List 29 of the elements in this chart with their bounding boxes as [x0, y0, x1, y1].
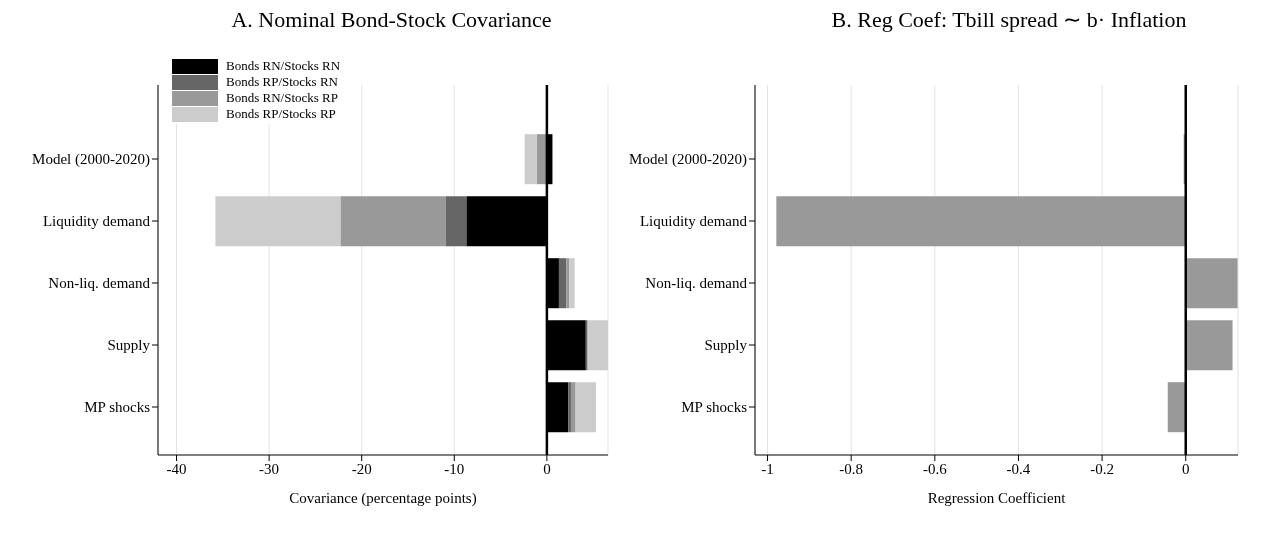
- x-tick-label: -1: [761, 460, 774, 477]
- y-tick-label: Model (2000-2020): [629, 151, 747, 169]
- x-tick-label: -0.8: [839, 460, 864, 477]
- y-tick-label: Non-liq. demand: [645, 275, 748, 292]
- y-tick-label: Supply: [704, 337, 748, 354]
- y-tick-label: Liquidity demand: [42, 213, 151, 230]
- y-tick-label: Model (2000-2020): [32, 151, 150, 169]
- legend-label: Bonds RP/Stocks RN: [226, 74, 338, 90]
- y-tick-label: Non-liq. demand: [48, 275, 151, 292]
- y-tick-label: Liquidity demand: [639, 213, 748, 230]
- y-tick-label: Supply: [107, 337, 151, 354]
- x-tick-label: -20: [351, 460, 372, 477]
- y-tick-label: MP shocks: [84, 399, 151, 416]
- x-axis-title: Regression Coefficient: [927, 490, 1067, 506]
- chart-title: A. Nominal Bond-Stock Covariance: [230, 6, 553, 34]
- legend-label: Bonds RP/Stocks RP: [226, 106, 336, 122]
- x-tick-label: -40: [166, 460, 187, 477]
- x-tick-label: 0: [543, 460, 551, 477]
- legend-label: Bonds RN/Stocks RN: [226, 58, 341, 74]
- x-tick-label: -0.4: [1006, 460, 1031, 477]
- x-axis-title: Covariance (percentage points): [289, 490, 477, 507]
- legend-label: Bonds RN/Stocks RP: [226, 90, 338, 106]
- x-tick-label: -30: [259, 460, 280, 477]
- x-tick-label: -10: [444, 460, 465, 477]
- x-tick-label: -0.2: [1090, 460, 1114, 477]
- chart-title: B. Reg Coef: Tbill spread ∼ b· Inflation: [830, 6, 1188, 34]
- x-tick-label: -0.6: [922, 460, 948, 477]
- x-tick-label: 0: [1181, 460, 1190, 477]
- y-tick-label: MP shocks: [681, 399, 748, 416]
